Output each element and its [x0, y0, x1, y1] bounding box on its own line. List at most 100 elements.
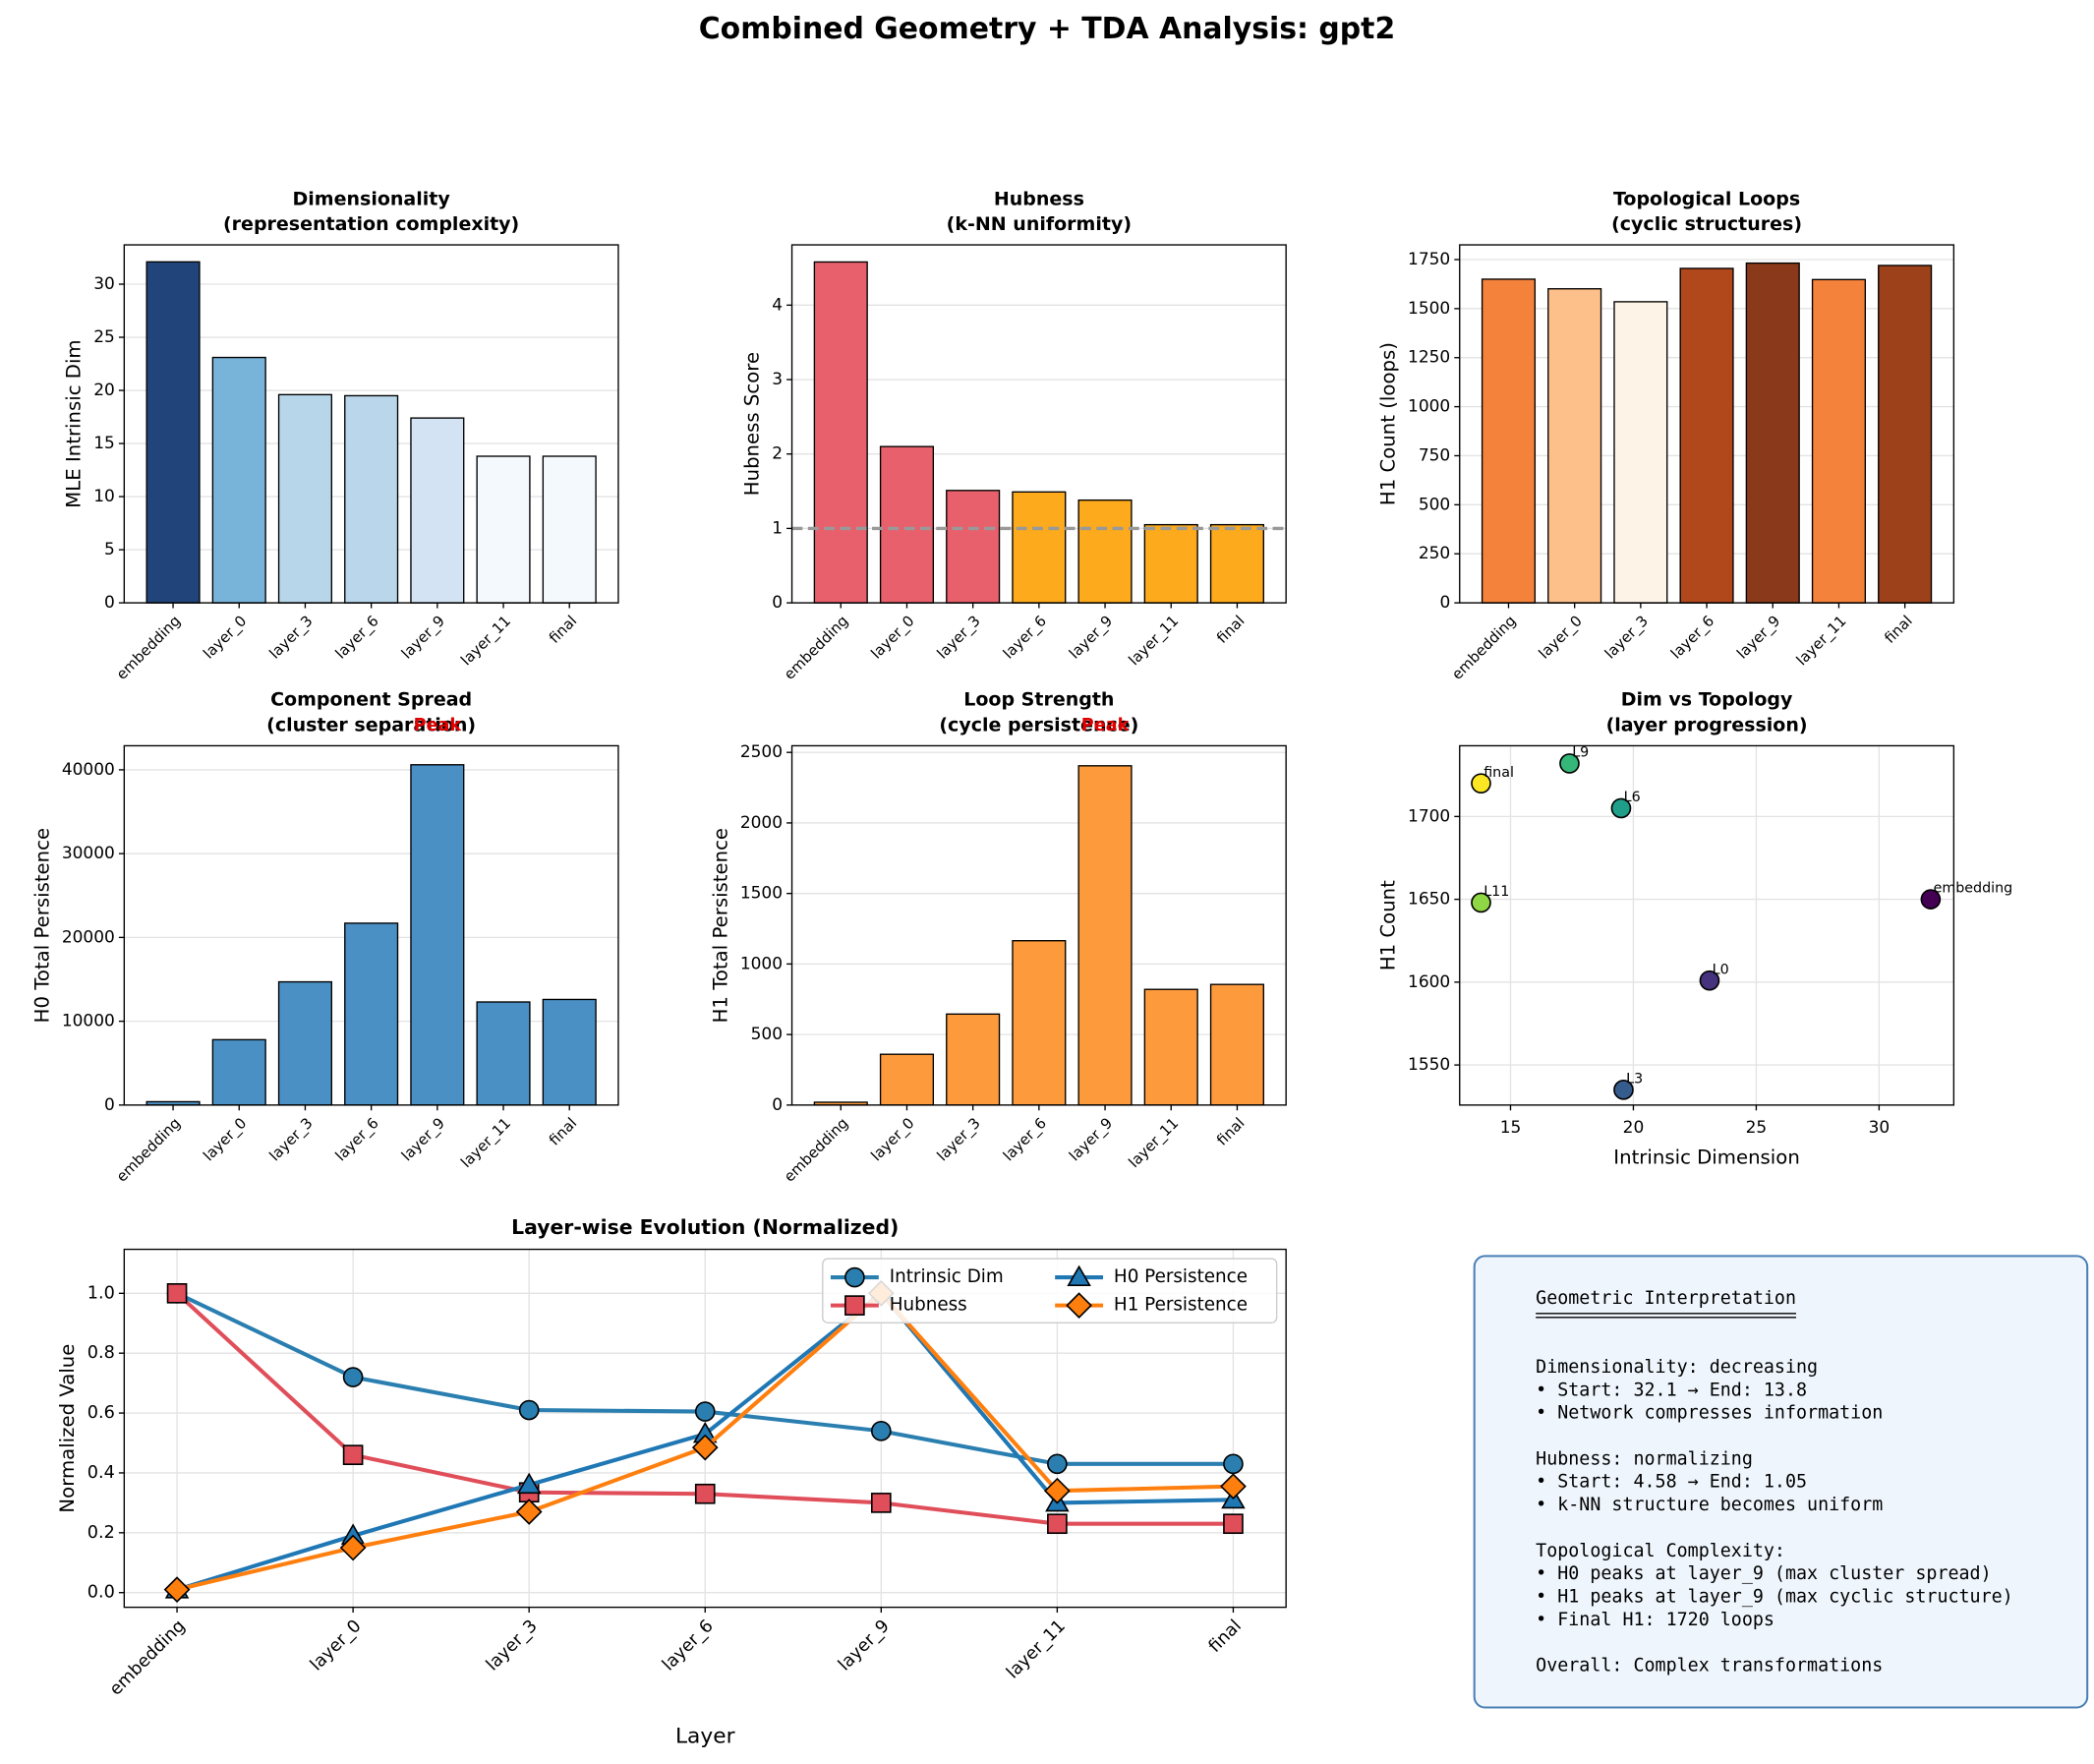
y-axis-label: MLE Intrinsic Dim [63, 339, 86, 507]
marker [1220, 1473, 1247, 1500]
y-tick-label: 15 [93, 434, 115, 453]
x-tick-label: 20 [1623, 1118, 1645, 1138]
y-tick-label: 30000 [62, 844, 115, 863]
marker [1043, 1477, 1071, 1504]
subplot-title: Loop Strength [963, 689, 1114, 711]
axes-frame [1459, 744, 1955, 1106]
subplot-title: Hubness [994, 188, 1084, 209]
point-label: embedding [1934, 881, 2013, 897]
x-tick-label: 15 [1500, 1118, 1522, 1138]
y-tick-label: 1250 [1408, 348, 1450, 368]
x-tick-label: 30 [1869, 1118, 1890, 1138]
figure-title: Combined Geometry + TDA Analysis: gpt2 [699, 12, 1395, 46]
legend-label: Intrinsic Dim [890, 1266, 1004, 1287]
bar [1209, 523, 1264, 604]
y-tick-label: 0 [1439, 593, 1450, 613]
y-tick-label: 20000 [62, 927, 115, 947]
axes-frame [790, 244, 1287, 604]
y-tick-label: 1500 [740, 884, 783, 904]
text-box-heading: Overall: Complex transformations [1536, 1656, 1883, 1676]
marker [515, 1499, 543, 1525]
bar [879, 445, 935, 604]
marker [339, 1534, 367, 1561]
bar [1143, 523, 1198, 604]
subplot-title: Dimensionality [293, 188, 451, 209]
y-tick-label: 1 [772, 518, 783, 538]
y-tick-label: 0.8 [87, 1343, 115, 1363]
marker [870, 1421, 892, 1441]
x-axis-label: Intrinsic Dimension [1613, 1147, 1800, 1169]
bar [946, 490, 1001, 604]
bar [1077, 499, 1133, 604]
marker [1223, 1453, 1244, 1475]
y-tick-label: 0.6 [87, 1403, 115, 1423]
marker [342, 1444, 364, 1466]
subplot-title: Dim vs Topology [1621, 689, 1793, 711]
subplot-title: Topological Loops [1613, 188, 1800, 209]
y-tick-label: 0 [104, 1095, 115, 1115]
bar [476, 455, 531, 604]
y-tick-label: 2000 [740, 813, 783, 833]
axes-frame [123, 744, 619, 1106]
subplot-subtitle: (layer progression) [1606, 715, 1808, 736]
text-box [1473, 1255, 2089, 1709]
y-tick-label: 1000 [1408, 397, 1450, 417]
y-tick-label: 1.0 [87, 1283, 115, 1303]
y-tick-label: 0 [104, 593, 115, 613]
subplot-title: Layer-wise Evolution (Normalized) [511, 1215, 899, 1239]
text-box-item: • H0 peaks at layer_9 (max cluster sprea… [1536, 1563, 1991, 1584]
bar [410, 417, 465, 604]
point [1613, 1080, 1634, 1100]
y-tick-label: 2500 [740, 742, 783, 762]
bar [1745, 262, 1800, 604]
y-tick-label: 30 [93, 274, 115, 294]
y-tick-label: 1600 [1408, 972, 1450, 992]
subplot-subtitle: (cyclic structures) [1611, 213, 1802, 235]
point [1699, 970, 1720, 991]
point-label: L0 [1713, 962, 1729, 977]
bar [542, 998, 597, 1106]
text-box-content: Geometric Interpretation Dimensionality: … [1536, 1288, 2013, 1676]
marker [694, 1401, 716, 1422]
x-axis-label: Layer [675, 1724, 735, 1748]
annotation: Peak [414, 716, 463, 735]
y-tick-label: 0 [772, 1095, 783, 1115]
y-axis-label: H1 Count [1377, 880, 1400, 970]
bar [410, 764, 465, 1106]
bar [1878, 265, 1933, 604]
y-tick-label: 10 [93, 487, 115, 506]
bar [542, 455, 597, 604]
marker [518, 1399, 540, 1421]
bar [1613, 301, 1668, 604]
y-tick-label: 1700 [1408, 806, 1450, 826]
y-axis-label: H1 Total Persistence [709, 828, 731, 1023]
marker [1066, 1292, 1092, 1319]
point-label: L3 [1626, 1071, 1643, 1087]
bar [277, 393, 333, 604]
legend-label: H0 Persistence [1114, 1266, 1248, 1287]
point-label: L11 [1483, 884, 1509, 900]
y-tick-label: 750 [1419, 445, 1450, 465]
legend-label: Hubness [890, 1295, 967, 1316]
marker [166, 1282, 188, 1304]
bar [476, 1001, 531, 1106]
y-tick-label: 3 [772, 370, 783, 389]
bar [1012, 491, 1067, 604]
text-box-heading: Hubness: normalizing [1536, 1448, 1753, 1469]
point [1610, 797, 1632, 819]
subplot-subtitle: (cluster separation) [266, 715, 476, 736]
marker [516, 1472, 542, 1495]
marker [844, 1266, 865, 1288]
subplot-subtitle: (representation complexity) [223, 213, 519, 235]
marker [691, 1434, 719, 1461]
y-axis-label: H0 Total Persistence [30, 828, 53, 1023]
point-label: L9 [1572, 745, 1589, 761]
subplot-title: Component Spread [270, 689, 472, 711]
y-tick-label: 1000 [740, 954, 783, 973]
text-box-item: • Final H1: 1720 loops [1536, 1610, 1774, 1630]
point [1471, 892, 1491, 913]
point [1471, 773, 1491, 794]
bar [344, 922, 399, 1106]
y-tick-label: 500 [751, 1025, 783, 1044]
